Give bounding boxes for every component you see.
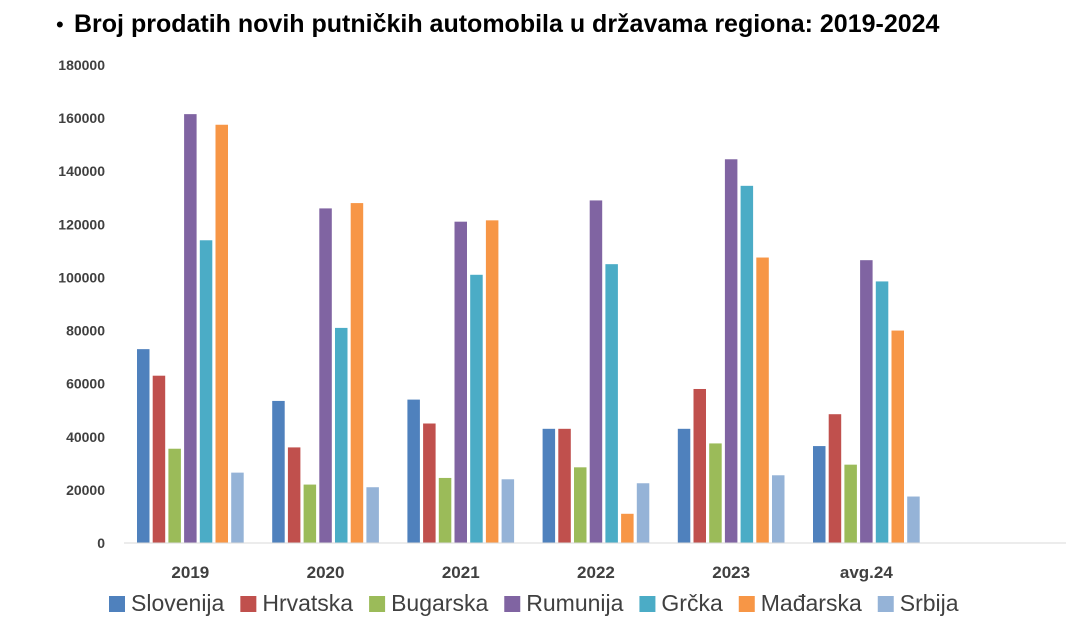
bar-slovenija-2020 [272, 400, 285, 543]
bar-bugarska-2023 [709, 443, 722, 543]
bar-rumunija-2023 [724, 159, 738, 543]
y-tick-label: 60000 [66, 376, 105, 392]
bar-srbija-2022 [636, 483, 650, 543]
bar-bugarska-2019 [168, 448, 181, 543]
bar-slovenija-2021 [407, 399, 420, 543]
bar-grčka-avg24 [875, 281, 889, 543]
bar-srbija-avg24 [907, 496, 920, 543]
bar-hrvatska-avg24 [828, 414, 842, 543]
bar-mađarska-avg24 [891, 330, 904, 543]
legend-label: Hrvatska [262, 590, 353, 616]
bar-mađarska-2022 [621, 513, 634, 543]
bar-rumunija-2020 [319, 208, 332, 543]
y-tick-label: 160000 [58, 110, 105, 126]
legend-label: Slovenija [131, 590, 225, 616]
x-tick-label: 2019 [171, 563, 209, 582]
bar-mađarska-2023 [756, 257, 769, 543]
bar-grčka-2019 [199, 240, 213, 543]
bar-bugarska-avg24 [844, 464, 857, 543]
plot-area [137, 114, 920, 543]
bar-srbija-2023 [772, 475, 785, 543]
bar-grčka-2022 [605, 264, 618, 543]
bar-slovenija-2019 [137, 349, 150, 543]
legend: Slovenija Hrvatska Bugarska Rumunija Grčka Ma… [109, 590, 959, 616]
legend-label: Mađarska [761, 590, 862, 616]
legend-swatch [639, 596, 656, 612]
x-tick-label: 2023 [712, 563, 750, 582]
bar-rumunija-2019 [184, 114, 197, 543]
bar-bugarska-2020 [303, 484, 317, 543]
bar-mađarska-2021 [485, 220, 499, 543]
bar-hrvatska-2023 [693, 388, 706, 543]
bar-grčka-2023 [740, 185, 754, 543]
x-tick-label: 2020 [307, 563, 345, 582]
x-tick-label: avg.24 [840, 563, 893, 582]
x-axis: 2019 2020 2021 2022 2023 avg.24 [171, 563, 893, 582]
y-tick-label: 120000 [58, 216, 105, 232]
bar-hrvatska-2019 [152, 375, 166, 543]
y-tick-label: 180000 [58, 57, 105, 73]
legend-swatch [109, 596, 125, 612]
legend-label: Rumunija [526, 590, 623, 616]
legend-swatch [877, 596, 894, 612]
bar-srbija-2019 [231, 472, 244, 543]
bar-mađarska-2020 [350, 203, 364, 543]
legend-label: Bugarska [391, 590, 488, 616]
bar-srbija-2020 [366, 487, 379, 543]
legend-label: Grčka [661, 590, 723, 616]
bar-grčka-2021 [470, 274, 483, 543]
legend-swatch [504, 596, 521, 612]
y-tick-label: 140000 [58, 163, 105, 179]
bar-slovenija-2022 [542, 428, 556, 543]
bar-grčka-2020 [335, 327, 348, 543]
title-bullet: • [56, 12, 64, 37]
bar-slovenija-avg24 [813, 446, 826, 543]
legend-swatch [240, 596, 257, 612]
y-tick-label: 40000 [66, 429, 105, 445]
chart-title: Broj prodatih novih putničkih automobila… [74, 10, 940, 38]
bar-hrvatska-2020 [287, 447, 301, 543]
y-tick-label: 20000 [66, 482, 105, 498]
x-tick-label: 2022 [577, 563, 615, 582]
legend-swatch [369, 596, 386, 612]
y-tick-label: 80000 [66, 323, 105, 339]
y-axis: 0 20000 40000 60000 80000 100000 120000 140000 1… [58, 57, 105, 551]
x-tick-label: 2021 [442, 563, 480, 582]
legend-label: Srbija [900, 590, 959, 616]
y-tick-label: 100000 [58, 269, 105, 285]
legend-swatch [738, 596, 755, 612]
bar-rumunija-2021 [454, 221, 467, 543]
bar-hrvatska-2021 [423, 423, 436, 543]
bar-hrvatska-2022 [558, 428, 571, 543]
bar-slovenija-2023 [677, 428, 691, 543]
bar-srbija-2021 [501, 479, 515, 543]
y-tick-label: 0 [97, 535, 105, 551]
bar-bugarska-2021 [438, 477, 452, 543]
bar-mađarska-2019 [215, 124, 228, 543]
bar-bugarska-2022 [574, 467, 587, 543]
bar-rumunija-2022 [589, 200, 603, 543]
bar-rumunija-avg24 [860, 260, 873, 543]
